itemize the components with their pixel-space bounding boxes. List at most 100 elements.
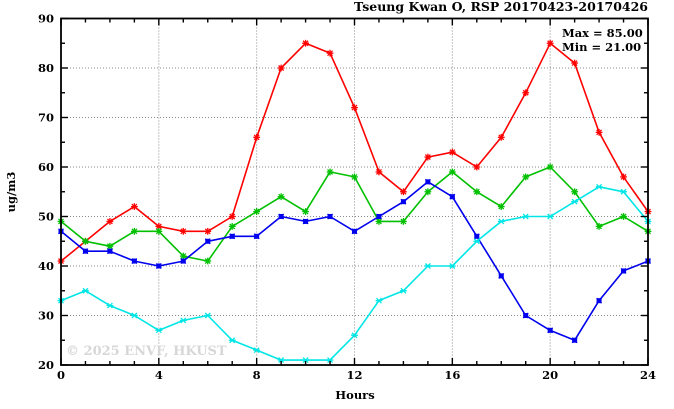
data-point-marker [375,213,382,220]
data-point-marker [424,188,431,195]
data-point-marker [571,60,578,67]
max-annotation: Max = 85.00 [562,26,643,40]
data-point-marker [278,357,285,364]
y-tick-label: 50 [38,210,54,224]
y-tick-label: 30 [38,309,54,323]
data-point-marker [229,233,236,240]
x-tick-label: 12 [346,368,362,382]
data-point-marker [155,228,162,235]
data-point-marker [547,213,554,220]
data-point-marker [449,263,456,269]
data-point-marker [351,228,358,235]
data-point-marker [82,287,89,294]
x-tick-label: 24 [640,368,656,382]
data-point-marker [131,203,138,210]
data-point-marker [204,238,211,245]
data-point-marker [400,218,407,225]
gridlines [61,18,648,365]
x-axis-label: Hours [335,388,374,402]
data-point-marker [547,327,554,334]
data-point-marker [302,208,309,215]
data-point-marker [620,267,627,274]
y-axis-label: ug/m3 [4,172,18,213]
data-point-marker [278,213,285,220]
tick-labels: 0 4 8 12 16 20 24 20 30 40 50 60 70 80 90 [38,12,656,383]
data-point-marker [82,238,89,245]
data-point-marker [302,40,309,47]
data-point-marker [204,258,211,265]
data-point-marker [522,173,529,180]
y-tick-label: 70 [38,111,54,125]
data-point-marker [351,173,358,180]
data-point-marker [522,312,529,319]
data-point-marker [278,65,285,71]
data-point-marker [253,347,260,354]
data-point-marker [351,332,358,339]
data-point-marker [498,218,505,225]
data-point-marker [400,198,407,205]
data-point-marker [620,213,627,220]
y-tick-label: 20 [38,358,54,372]
data-point-marker [424,154,431,161]
green-series-group [57,163,652,265]
y-tick-label: 60 [38,160,54,174]
data-point-marker [253,134,260,141]
min-annotation: Min = 21.00 [562,40,641,54]
data-point-marker [571,188,578,195]
data-point-marker [106,302,113,309]
data-point-marker [620,173,627,180]
data-point-marker [498,203,505,210]
data-point-marker [473,233,480,240]
data-point-marker [400,188,407,195]
data-point-marker [498,134,505,141]
data-point-marker [547,164,554,170]
data-point-marker [327,357,334,364]
data-point-marker [180,228,187,235]
data-point-marker [327,168,334,175]
data-point-marker [155,223,162,230]
data-point-marker [522,213,529,220]
watermark: © 2025 ENVF, HKUST [66,344,227,359]
data-point-marker [571,198,578,205]
data-point-marker [302,357,309,364]
data-point-marker [522,89,529,96]
data-point-marker [375,168,382,175]
data-point-marker [204,312,211,319]
data-point-marker [449,149,456,156]
data-point-marker [204,228,211,235]
x-tick-label: 16 [444,368,460,382]
y-tick-label: 90 [38,12,54,26]
data-point-marker [620,188,627,195]
x-tick-label: 0 [57,368,65,382]
data-point-marker [473,188,480,195]
data-point-marker [424,263,431,269]
y-tick-label: 80 [38,61,54,75]
data-point-marker [131,228,138,235]
data-point-marker [106,248,113,255]
data-point-marker [473,164,480,170]
data-point-marker [180,258,187,265]
data-series [57,39,652,364]
plot-frame-and-ticks [60,17,649,366]
data-point-marker [131,258,138,265]
data-point-marker [571,337,578,344]
data-point-marker [424,178,431,185]
blue-series-group [58,178,651,344]
data-point-marker [106,218,113,225]
x-tick-label: 8 [253,368,261,382]
y-tick-label: 40 [38,259,54,273]
data-point-marker [253,208,260,215]
data-point-marker [596,297,603,304]
data-point-marker [596,183,603,190]
data-point-marker [180,317,187,324]
data-point-marker [229,337,236,344]
data-point-marker [180,253,187,260]
data-point-marker [229,223,236,230]
data-point-marker [400,287,407,294]
data-point-marker [449,193,456,200]
chart-title: Tseung Kwan O, RSP 20170423-20170426 [354,0,648,14]
cyan-series-group [57,183,652,364]
x-tick-label: 4 [155,368,163,382]
data-point-marker [82,248,89,255]
data-point-marker [596,223,603,230]
